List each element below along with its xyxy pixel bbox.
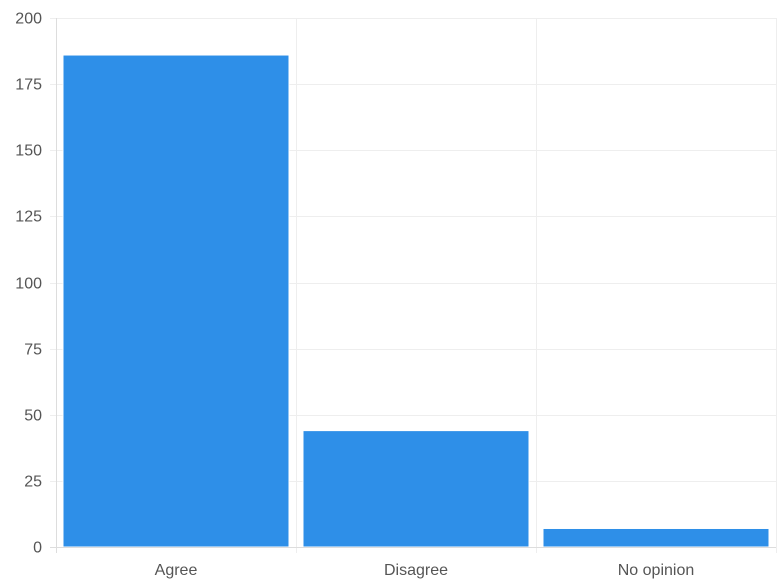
y-tick-label: 25	[24, 474, 42, 491]
y-tick-label: 50	[24, 408, 42, 425]
y-tick-label: 75	[24, 342, 42, 359]
x-tick-label: No opinion	[618, 562, 695, 579]
y-axis-tick-labels: 0 25 50 75 100 125 150 175 200	[15, 11, 42, 557]
x-tick-label: Agree	[155, 562, 198, 579]
bar-no-opinion	[542, 527, 770, 548]
bar-agree	[62, 54, 290, 548]
bars	[62, 54, 770, 548]
y-tick-label: 150	[15, 143, 42, 160]
y-tick-label: 200	[15, 11, 42, 28]
x-axis-tick-labels: Agree Disagree No opinion	[155, 562, 695, 579]
y-tick-label: 100	[15, 276, 42, 293]
y-tick-label: 125	[15, 209, 42, 226]
x-tick-label: Disagree	[384, 562, 448, 579]
y-tick-label: 175	[15, 77, 42, 94]
y-tick-label: 0	[33, 540, 42, 557]
bar-disagree	[302, 430, 530, 548]
